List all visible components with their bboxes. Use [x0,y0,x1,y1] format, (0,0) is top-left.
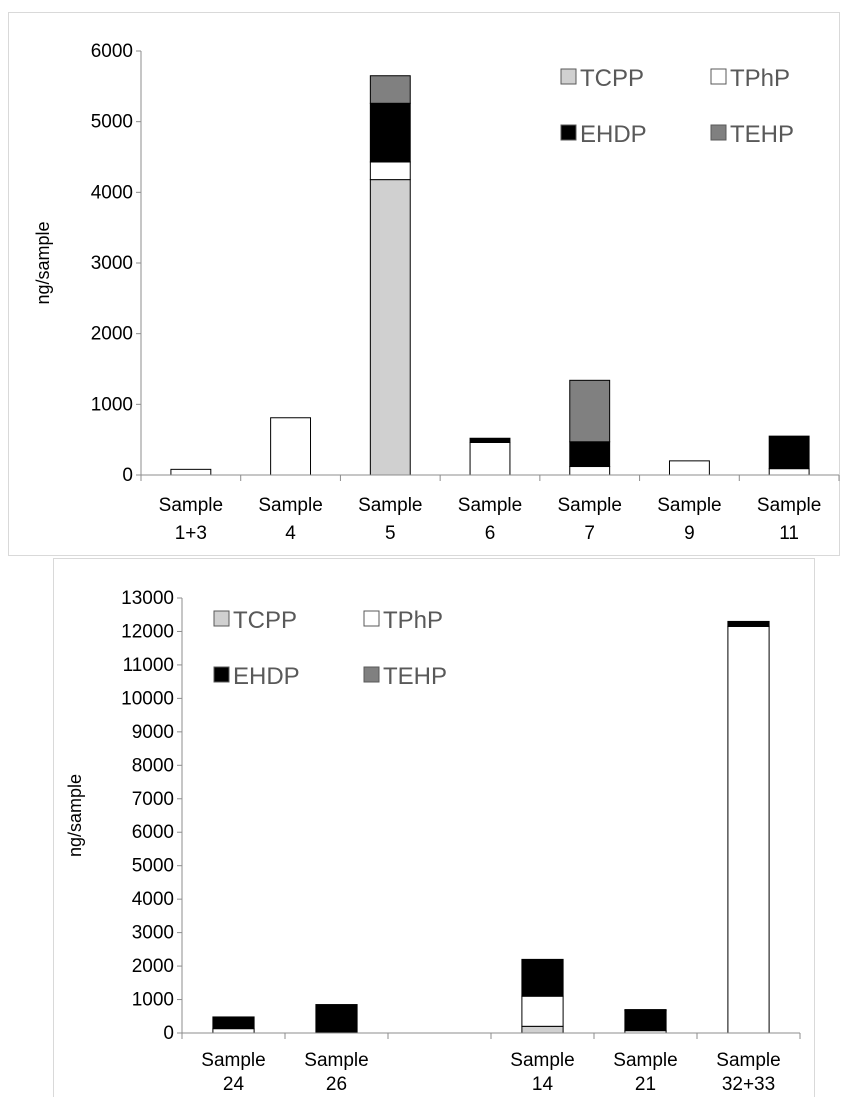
legend-label-tphp: TPhP [383,607,443,634]
x-tick-label: 9 [684,523,695,544]
bar-segment-tphp [668,460,710,476]
x-tick-label: 11 [779,523,799,544]
bar-segment-ehdp [315,1004,358,1034]
legend-swatch-tphp [363,610,380,627]
legend-swatch-ehdp [213,666,230,683]
x-tick-label: Sample [458,495,522,516]
x-tick-label: 26 [326,1074,347,1095]
bar-segment-tehp [369,75,411,104]
bar-segment-ehdp [624,1010,667,1032]
bar-segment-ehdp [768,435,810,470]
bar-segment-ehdp [521,958,564,997]
y-tick-label: 6000 [132,822,174,843]
x-tick-label: 5 [385,523,396,544]
bar-segment-ehdp [369,102,411,163]
legend-label-ehdp: EHDP [580,121,647,148]
y-tick-label: 6000 [91,41,133,62]
bar-segment-ehdp [727,620,770,627]
legend-label-tehp: TEHP [730,121,794,148]
bar-segment-tphp [727,625,770,1034]
bar-segment-ehdp [569,441,611,468]
legend-swatch-tehp [710,124,727,141]
y-tick-label: 5000 [91,112,133,133]
bar-segment-tphp [768,468,810,476]
bar-segment-tphp [170,468,212,476]
bar-segment-tehp [569,379,611,443]
y-tick-label: 1000 [91,394,133,415]
x-tick-label: 24 [223,1074,245,1095]
legend-swatch-tcpp [213,610,230,627]
x-tick-label: Sample [716,1050,780,1071]
y-tick-label: 9000 [132,722,174,743]
legend-label-ehdp: EHDP [233,663,300,690]
bar-segment-ehdp [469,437,511,443]
legend-label-tehp: TEHP [383,663,447,690]
bar-segment-tehp [624,1009,667,1012]
x-tick-label: Sample [757,495,821,516]
x-tick-label: 21 [635,1074,656,1095]
y-tick-label: 0 [163,1023,174,1044]
x-tick-label: 14 [532,1074,554,1095]
y-tick-label: 8000 [132,755,174,776]
legend-label-tcpp: TCPP [233,607,297,634]
x-tick-label: Sample [510,1050,574,1071]
bar-segment-tphp [212,1028,255,1034]
legend-swatch-tphp [710,68,727,85]
x-tick-label: Sample [657,495,721,516]
x-tick-label: 4 [285,523,296,544]
chart-panel-top: 0 1000 2000 3000 4000 5000 6000 ng/sample Sample… [8,12,840,556]
y-tick-label: 5000 [132,856,174,877]
x-tick-label: Sample [613,1050,677,1071]
y-tick-label: 3000 [132,923,174,944]
y-tick-label: 0 [122,465,133,486]
y-tick-label: 1000 [132,990,174,1011]
x-tick-label: Sample [304,1050,368,1071]
y-tick-label: 4000 [132,889,174,910]
y-tick-label: 13000 [121,588,174,609]
bar-segment-tphp [469,441,511,476]
x-tick-label: 7 [584,523,595,544]
legend-swatch-ehdp [560,124,577,141]
legend-swatch-tehp [363,666,380,683]
legend-label-tcpp: TCPP [580,65,644,92]
y-tick-label: 2000 [132,956,174,977]
y-axis-label: ng/sample [65,774,85,857]
bar-segment-tphp [369,161,411,181]
bar-segment-tphp [270,417,312,476]
legend-label-tphp: TPhP [730,65,790,92]
bar-segment-tcpp [521,1025,564,1034]
y-tick-label: 4000 [91,182,133,203]
x-tick-label: Sample [201,1050,265,1071]
x-tick-label: 1+3 [175,523,207,544]
y-tick-label: 12000 [121,621,174,642]
bar-segment-tcpp [369,179,411,476]
stacked-bar-chart-bottom: 0 1000 2000 3000 4000 5000 6000 7000 8000 9000 100… [65,588,801,1095]
y-axis-label: ng/sample [33,221,53,304]
stacked-bar-chart-top: 0 1000 2000 3000 4000 5000 6000 ng/sample Sample… [33,41,840,544]
y-tick-label: 3000 [91,253,133,274]
x-tick-label: 32+33 [722,1074,775,1095]
x-tick-label: Sample [159,495,223,516]
x-tick-label: Sample [258,495,322,516]
legend-swatch-tcpp [560,68,577,85]
bar-segment-tphp [521,995,564,1027]
y-tick-label: 2000 [91,324,133,345]
x-tick-label: Sample [358,495,422,516]
y-tick-label: 7000 [132,789,174,810]
bar-segment-ehdp [212,1016,255,1030]
bar-segment-tphp [569,466,611,476]
x-tick-label: 6 [485,523,496,544]
y-tick-label: 10000 [121,688,174,709]
x-tick-label: Sample [558,495,622,516]
chart-panel-bottom: 0 1000 2000 3000 4000 5000 6000 7000 8000 9000 100… [53,558,815,1097]
y-tick-label: 11000 [123,655,174,676]
